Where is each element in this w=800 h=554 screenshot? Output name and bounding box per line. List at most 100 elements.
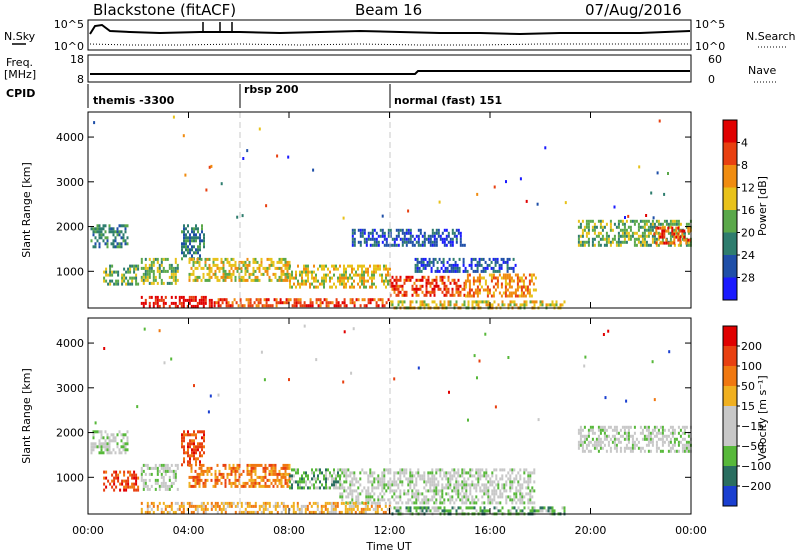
power-data-cell — [377, 267, 379, 271]
velocity-data-cell — [330, 510, 333, 514]
power-data-cell — [150, 281, 153, 285]
power-data-cell — [453, 281, 456, 285]
power-data-cell — [276, 278, 279, 282]
velocity-data-cell — [195, 433, 197, 437]
power-data-cell — [611, 228, 614, 232]
power-data-cell — [500, 294, 503, 298]
velocity-data-cell — [325, 486, 327, 490]
power-data-cell — [129, 264, 132, 268]
velocity-data-cell — [433, 509, 436, 513]
velocity-data-cell — [583, 440, 586, 444]
power-data-cell — [521, 303, 524, 307]
noise-right-tick-top: 10^5 — [695, 18, 725, 31]
power-data-cell — [512, 291, 515, 295]
velocity-data-cell — [633, 443, 636, 447]
velocity-data-cell — [427, 474, 430, 478]
velocity-data-cell — [409, 498, 412, 502]
velocity-data-cell — [603, 434, 606, 438]
velocity-data-cell — [433, 501, 436, 505]
power-data-cell — [284, 272, 287, 276]
velocity-data-cell — [196, 475, 199, 479]
power-data-cell — [637, 228, 640, 232]
power-data-cell — [183, 230, 185, 234]
x-tick-label: 04:00 — [173, 524, 205, 537]
power-data-cell — [488, 263, 491, 267]
power-data-cell — [104, 230, 107, 234]
power-data-cell — [142, 272, 145, 276]
power-data-cell — [437, 234, 440, 238]
velocity-data-cell — [256, 463, 259, 467]
power-data-cell — [369, 298, 372, 302]
velocity-data-cell — [655, 440, 658, 444]
power-data-cell — [102, 233, 105, 237]
power-data-cell — [449, 243, 452, 247]
velocity-data-cell — [447, 480, 450, 484]
power-data-cell — [276, 266, 279, 270]
power-data-cell — [657, 243, 660, 247]
x-tick-label: 12:00 — [374, 524, 406, 537]
velocity-data-cell — [661, 425, 664, 429]
velocity-data-cell — [103, 488, 106, 492]
power-data-cell — [493, 300, 496, 304]
velocity-data-cell — [577, 428, 580, 432]
velocity-data-cell — [160, 472, 163, 476]
velocity-data-cell — [495, 506, 498, 510]
power-data-cell — [436, 269, 439, 273]
velocity-data-cell — [343, 471, 346, 475]
velocity-data-cell — [378, 504, 381, 508]
power-data-cell — [395, 287, 398, 291]
beam-title: Beam 16 — [355, 1, 422, 19]
velocity-data-cell — [217, 393, 220, 397]
velocity-data-cell — [435, 468, 438, 472]
power-data-cell — [443, 287, 446, 291]
power-data-cell — [522, 279, 525, 283]
velocity-data-cell — [103, 476, 106, 480]
power-data-cell — [227, 301, 230, 305]
power-data-cell — [669, 243, 672, 247]
power-data-cell — [643, 228, 646, 232]
power-data-cell — [303, 267, 305, 271]
power-data-cell — [195, 248, 197, 252]
power-data-cell — [445, 293, 448, 297]
power-data-cell — [436, 260, 439, 264]
power-data-cell — [176, 266, 179, 270]
velocity-data-cell — [353, 477, 356, 481]
power-data-cell — [677, 235, 680, 239]
power-data-cell — [508, 257, 511, 261]
power-data-cell — [222, 269, 225, 273]
power-data-cell — [305, 264, 307, 268]
power-data-cell — [228, 260, 231, 264]
velocity-data-cell — [475, 509, 478, 513]
power-data-cell — [633, 240, 636, 244]
power-data-cell — [331, 264, 333, 268]
velocity-data-cell — [435, 492, 438, 496]
velocity-data-cell — [381, 480, 384, 484]
power-data-cell — [387, 282, 389, 286]
velocity-data-cell — [268, 484, 271, 488]
velocity-data-cell — [533, 489, 536, 493]
velocity-data-cell — [453, 489, 456, 493]
power-data-cell — [230, 278, 233, 282]
power-data-cell — [449, 281, 452, 285]
velocity-data-cell — [393, 477, 396, 481]
power-data-cell — [655, 219, 658, 223]
power-data-cell — [144, 278, 147, 282]
power-data-cell — [208, 257, 211, 261]
velocity-data-cell — [313, 486, 315, 490]
velocity-data-cell — [228, 466, 231, 470]
velocity-data-cell — [274, 463, 277, 467]
velocity-data-cell — [218, 507, 221, 511]
power-data-cell — [183, 245, 185, 249]
velocity-data-cell — [461, 480, 464, 484]
power-data-cell — [313, 279, 315, 283]
power-data-cell — [359, 234, 362, 238]
velocity-data-cell — [246, 469, 249, 473]
velocity-data-cell — [335, 477, 337, 481]
velocity-data-cell — [669, 437, 672, 441]
power-data-cell — [106, 239, 109, 243]
power-data-cell — [486, 263, 489, 267]
velocity-data-cell — [417, 471, 420, 475]
power-data-cell — [115, 279, 118, 283]
power-data-cell — [528, 282, 531, 286]
power-data-cell — [510, 266, 513, 270]
